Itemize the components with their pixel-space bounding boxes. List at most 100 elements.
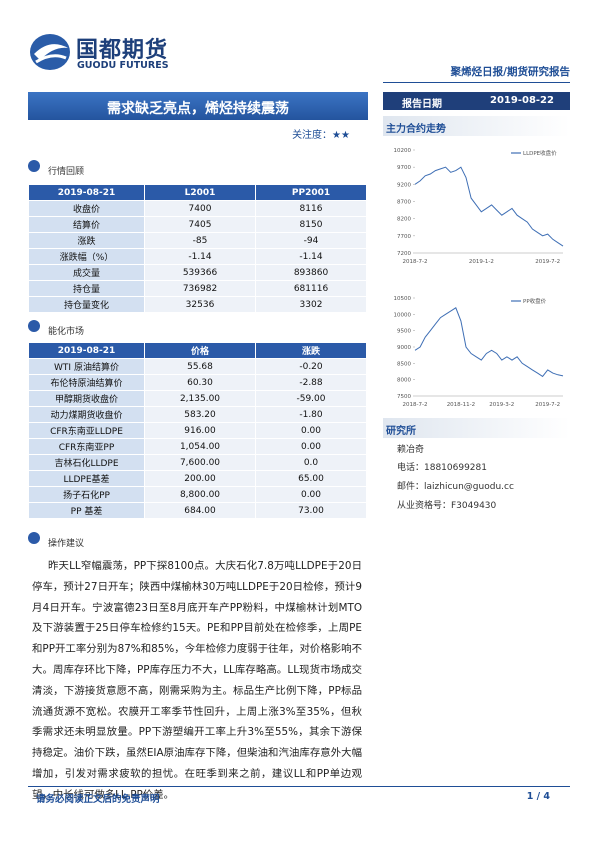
label-cell: 涨跌 — [28, 232, 145, 249]
value-cell: 539366 — [144, 264, 256, 281]
table-header-row: 2019-08-21 L2001 PP2001 — [28, 184, 367, 201]
report-type: 聚烯烃日报/期货研究报告 — [450, 66, 570, 78]
y-tick-label: 9700 — [397, 165, 411, 171]
label-cell: 涨跌幅（%） — [28, 248, 145, 265]
y-tick-label: 7700 — [397, 234, 411, 240]
x-tick-label: 2019-1-2 — [469, 259, 494, 265]
value-cell: 0.0 — [255, 454, 367, 471]
x-tick-label: 2018-7-2 — [403, 402, 428, 408]
label-cell: LLDPE基差 — [28, 470, 145, 487]
chart: 7500 8000 8500 9000 9500 10000 10500 2018-7-2 20… — [394, 296, 564, 408]
header-cell: PP2001 — [255, 184, 367, 201]
header-cell: 价格 — [144, 342, 256, 359]
x-tick-label: 2019-3-2 — [489, 402, 514, 408]
value-cell: 0.00 — [255, 486, 367, 503]
table-row: 收盘价 7400 8116 — [28, 200, 367, 217]
value-cell: 7400 — [144, 200, 256, 217]
x-tick-label: 2019-7-2 — [535, 402, 560, 408]
section-heading: 能化市场 — [48, 327, 85, 337]
value-cell: 583.20 — [144, 406, 256, 423]
section-heading: 操作建议 — [48, 539, 85, 549]
y-tick-label: 9000 — [397, 345, 411, 351]
header-cell: L2001 — [144, 184, 256, 201]
table-wrap: 2019-08-21 价格 涨跌 WTI 原油结算价 55.68 -0.20 布伦特原油结算… — [28, 342, 367, 519]
value-cell: 0.00 — [255, 422, 367, 439]
phone: 电话：18810699281 — [397, 463, 487, 473]
chart: 7200 7700 8200 8700 9200 9700 10200 2018-7-2 201… — [394, 148, 564, 265]
value-cell: 1,054.00 — [144, 438, 256, 455]
table: 2019-08-21 价格 涨跌 WTI 原油结算价 55.68 -0.20 布伦特原油结算… — [28, 342, 367, 519]
table-row: 持仓量 736982 681116 — [28, 280, 367, 297]
table-row: PP 基差 684.00 73.00 — [28, 502, 367, 519]
label-cell: 吉林石化LLDPE — [28, 454, 145, 471]
attention: 关注度：★★ — [292, 130, 350, 141]
y-tick-label: 8500 — [397, 361, 411, 367]
table-row: 吉林石化LLDPE 7,600.00 0.0 — [28, 454, 367, 471]
value-cell: -1.80 — [255, 406, 367, 423]
value-cell: 2,135.00 — [144, 390, 256, 407]
x-tick-label: 2018-11-2 — [447, 402, 475, 408]
value-cell: 7,600.00 — [144, 454, 256, 471]
logo-mark — [30, 34, 70, 70]
value-cell: 32536 — [144, 296, 256, 313]
table-row: 布伦特原油结算价 60.30 -2.88 — [28, 374, 367, 391]
company-name: 国都期货 — [76, 38, 169, 63]
label-cell: 成交量 — [28, 264, 145, 281]
table-row: LLDPE基差 200.00 65.00 — [28, 470, 367, 487]
y-tick-label: 8000 — [397, 378, 411, 384]
advice-text: 昨天LL窄幅震荡，PP下探8100点。大庆石化7.8万吨LLDPE于20日停车，… — [32, 560, 362, 801]
label-cell: WTI 原油结算价 — [28, 358, 145, 375]
value-cell: 73.00 — [255, 502, 367, 519]
section-icon — [28, 532, 40, 544]
table-row: 结算价 7405 8150 — [28, 216, 367, 233]
date-box — [383, 92, 570, 110]
table-row: CFR东南亚LLDPE 916.00 0.00 — [28, 422, 367, 439]
analyst: 赖冶奇 — [397, 445, 425, 455]
section-icon — [28, 160, 40, 172]
header-cell: 涨跌 — [255, 342, 367, 359]
value-cell: 55.68 — [144, 358, 256, 375]
table-row: WTI 原油结算价 55.68 -0.20 — [28, 358, 367, 375]
value-cell: 681116 — [255, 280, 367, 297]
table-row: 成交量 539366 893860 — [28, 264, 367, 281]
value-cell: -94 — [255, 232, 367, 249]
series-line — [414, 307, 564, 378]
section-icon — [28, 320, 40, 332]
value-cell: 684.00 — [144, 502, 256, 519]
rule — [28, 786, 570, 787]
value-cell: 8,800.00 — [144, 486, 256, 503]
label-cell: 结算价 — [28, 216, 145, 233]
value-cell: 0.00 — [255, 438, 367, 455]
label-cell: 持仓量变化 — [28, 296, 145, 313]
table-row: 涨跌幅（%） -1.14 -1.14 — [28, 248, 367, 265]
label-cell: 持仓量 — [28, 280, 145, 297]
value-cell: 916.00 — [144, 422, 256, 439]
legend-label: LLDPE收盘价 — [523, 149, 557, 157]
label-cell: CFR东南亚PP — [28, 438, 145, 455]
y-tick-label: 8700 — [397, 200, 411, 206]
header-cell: 2019-08-21 — [28, 342, 145, 359]
y-tick-label: 10500 — [394, 296, 412, 302]
table-row: CFR东南亚PP 1,054.00 0.00 — [28, 438, 367, 455]
page-number: 1 / 4 — [526, 791, 550, 802]
y-tick-label: 9200 — [397, 182, 411, 188]
value-cell: -59.00 — [255, 390, 367, 407]
value-cell: 8116 — [255, 200, 367, 217]
label-cell: 布伦特原油结算价 — [28, 374, 145, 391]
title-bar — [28, 92, 368, 120]
side-heading: 研究所 — [386, 426, 416, 437]
side-heading: 主力合约走势 — [386, 124, 446, 135]
x-tick-label: 2019-7-2 — [535, 259, 560, 265]
y-tick-label: 7200 — [397, 251, 411, 257]
value-cell: -85 — [144, 232, 256, 249]
header-cell: 2019-08-21 — [28, 184, 145, 201]
value-cell: -2.88 — [255, 374, 367, 391]
value-cell: -0.20 — [255, 358, 367, 375]
date: 2019-08-22 — [490, 95, 554, 106]
side-heading-bg — [383, 418, 570, 438]
value-cell: 60.30 — [144, 374, 256, 391]
table-row: 持仓量变化 32536 3302 — [28, 296, 367, 313]
label-cell: 动力煤期货收盘价 — [28, 406, 145, 423]
email: 邮件：laizhicun@guodu.cc — [397, 482, 514, 492]
